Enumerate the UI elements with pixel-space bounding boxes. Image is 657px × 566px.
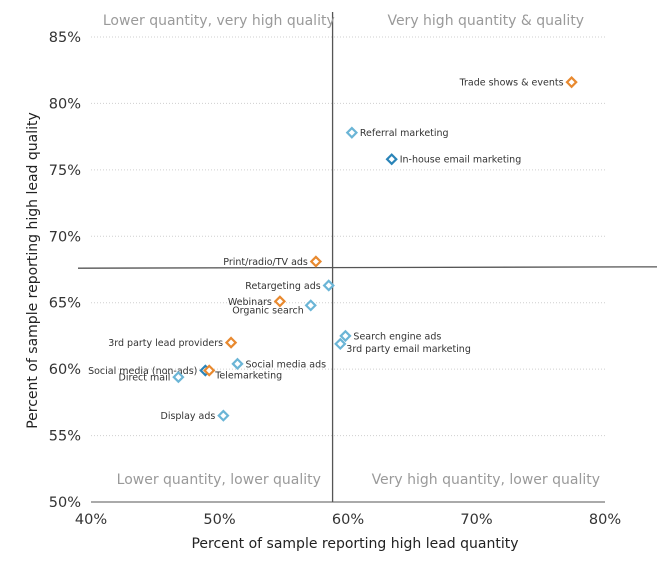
- horizontal-divider: [77, 266, 657, 269]
- data-point: Telemarketing: [203, 364, 282, 381]
- y-tick-label: 55%: [49, 429, 81, 445]
- x-tick-label: 60%: [332, 512, 364, 528]
- data-point: Direct mail: [119, 370, 185, 384]
- y-axis-title: Percent of sample reporting high lead qu…: [25, 112, 41, 429]
- point-label: Print/radio/TV ads: [223, 257, 308, 268]
- y-tick-label: 85%: [49, 30, 81, 46]
- diamond-marker: [334, 337, 347, 351]
- x-axis-ticks: 40% 50% 60% 70% 80%: [75, 512, 621, 528]
- diamond-marker: [224, 336, 238, 349]
- point-label: 3rd party email marketing: [346, 344, 471, 355]
- diamond-marker: [172, 370, 185, 384]
- point-label: Direct mail: [119, 373, 171, 384]
- gridlines: [91, 36, 605, 503]
- quadrant-label-top-left: Lower quantity, very high quality: [103, 13, 335, 29]
- quadrant-label-bottom-right: Very high quantity, lower quality: [372, 472, 600, 488]
- data-point: Referral marketing: [345, 126, 449, 139]
- y-tick-label: 75%: [49, 163, 81, 179]
- y-tick-label: 65%: [49, 296, 81, 312]
- quadrant-labels: Lower quantity, very high quality Very h…: [103, 13, 600, 488]
- point-label: Telemarketing: [214, 370, 282, 381]
- point-label: Display ads: [161, 411, 216, 422]
- point-label: Organic search: [232, 305, 304, 316]
- data-points: Trade shows & events Referral marketing In…: [88, 76, 578, 422]
- x-tick-label: 40%: [75, 512, 107, 528]
- point-label: Social media ads: [245, 359, 326, 370]
- point-label: Social media (non-ads): [88, 366, 197, 377]
- diamond-marker: [345, 126, 359, 139]
- diamond-marker: [322, 279, 335, 292]
- x-axis-title: Percent of sample reporting high lead qu…: [191, 536, 518, 552]
- point-label: Referral marketing: [360, 128, 449, 139]
- point-label: Trade shows & events: [459, 78, 564, 89]
- point-label: In-house email marketing: [400, 155, 522, 166]
- data-point: 3rd party email marketing: [334, 337, 471, 355]
- point-label: Search engine ads: [353, 331, 441, 342]
- data-point: Webinars: [228, 295, 287, 308]
- x-tick-label: 50%: [203, 512, 235, 528]
- diamond-marker: [309, 255, 323, 268]
- diamond-marker: [231, 357, 244, 370]
- data-point: Trade shows & events: [459, 76, 578, 89]
- quadrant-label-top-right: Very high quantity & quality: [387, 13, 584, 29]
- quadrant-dividers: [77, 12, 657, 502]
- data-point: Organic search: [232, 299, 317, 316]
- data-point: In-house email marketing: [385, 153, 522, 166]
- y-axis-ticks: 85% 80% 75% 70% 65% 60% 55% 50%: [49, 30, 81, 511]
- data-point: 3rd party lead providers: [108, 336, 238, 349]
- data-point: Retargeting ads: [245, 279, 335, 292]
- y-tick-label: 50%: [49, 495, 81, 511]
- data-point: Display ads: [161, 409, 230, 422]
- diamond-marker: [217, 409, 230, 422]
- point-label: 3rd party lead providers: [108, 338, 223, 349]
- data-point: Search engine ads: [339, 329, 441, 343]
- diamond-marker: [203, 364, 216, 377]
- x-tick-label: 70%: [460, 512, 492, 528]
- diamond-marker: [339, 329, 352, 343]
- x-tick-label: 80%: [589, 512, 621, 528]
- diamond-marker: [304, 299, 317, 312]
- data-point: Social media ads: [231, 357, 326, 370]
- point-label: Retargeting ads: [245, 281, 320, 292]
- diamond-marker: [385, 153, 398, 166]
- y-tick-label: 80%: [49, 96, 81, 112]
- y-tick-label: 60%: [49, 362, 81, 378]
- y-tick-label: 70%: [49, 229, 81, 245]
- diamond-marker: [565, 76, 578, 89]
- data-point: Print/radio/TV ads: [223, 255, 323, 268]
- quadrant-label-bottom-left: Lower quantity, lower quality: [117, 472, 321, 488]
- point-label: Webinars: [228, 297, 272, 308]
- diamond-marker: [273, 295, 287, 308]
